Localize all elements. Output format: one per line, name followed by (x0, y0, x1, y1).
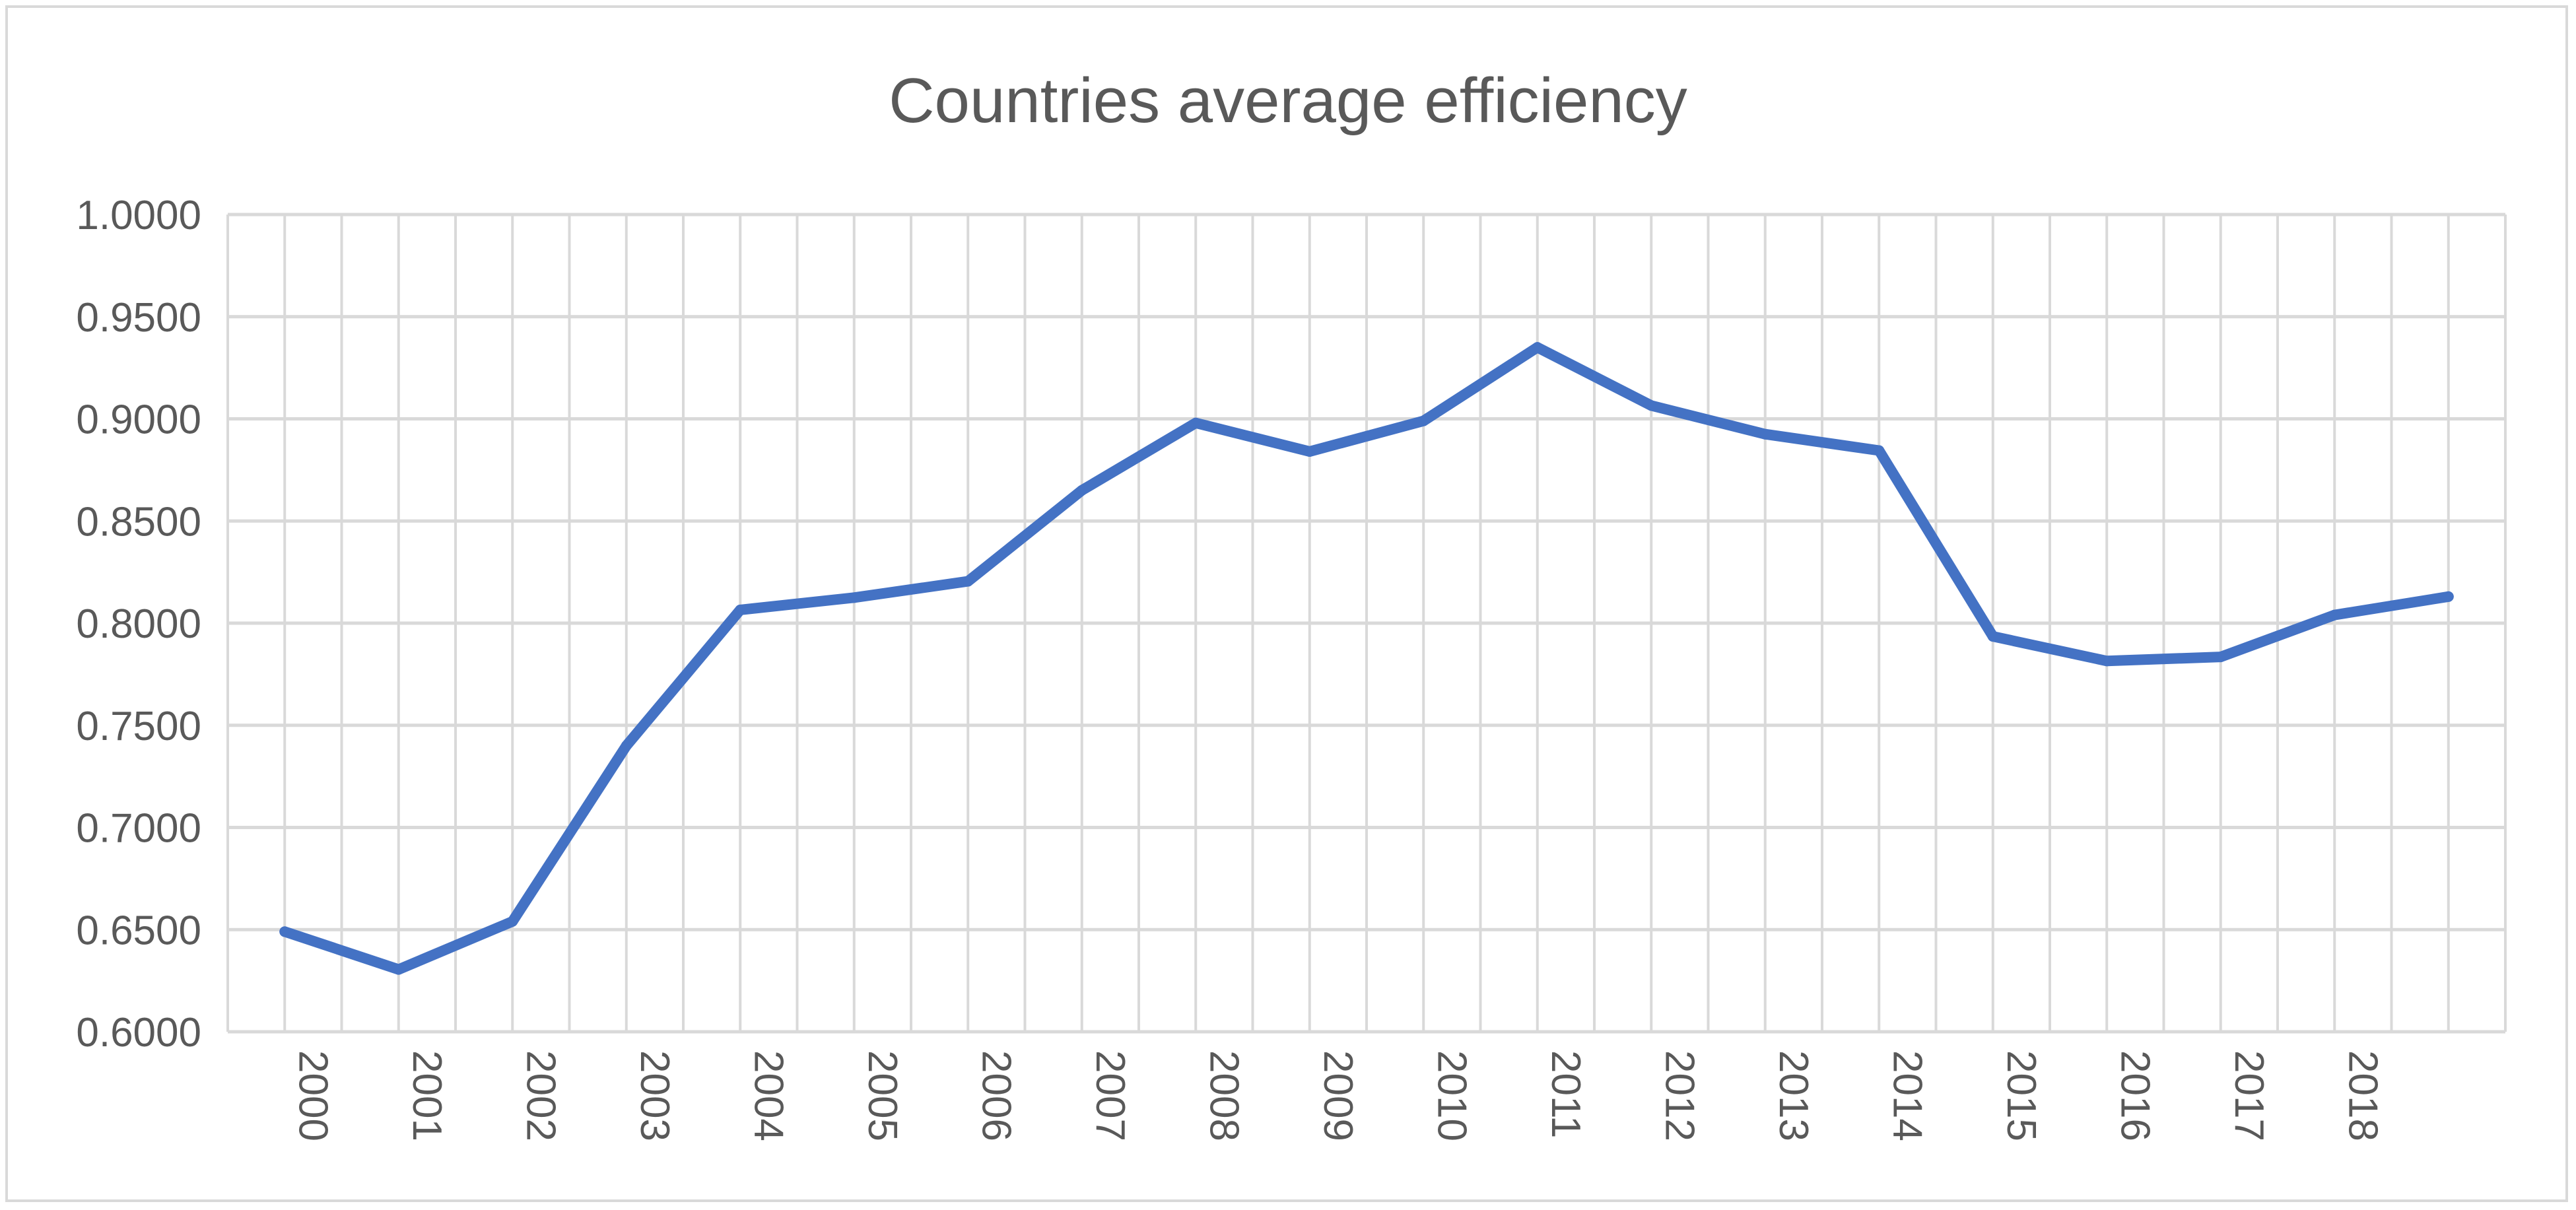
x-tick-label: 2014 (1884, 1050, 1930, 1141)
data-point (848, 592, 860, 603)
data-point (393, 964, 404, 975)
x-tick-label: 2015 (1998, 1050, 2044, 1141)
data-point (1759, 428, 1771, 440)
x-tick-label: 2007 (1087, 1050, 1133, 1141)
chart-title: Countries average efficiency (889, 65, 1687, 136)
data-point (2443, 591, 2454, 602)
x-tick-label: 2016 (2112, 1050, 2157, 1141)
data-point (1987, 631, 1998, 642)
data-point (1418, 415, 1429, 426)
x-tick-label: 2011 (1543, 1050, 1588, 1138)
data-point (2215, 652, 2226, 663)
series-layer (279, 342, 2454, 975)
x-tick-label: 2010 (1429, 1050, 1474, 1141)
y-tick-label: 0.8000 (76, 601, 201, 647)
x-tick-label: 2001 (404, 1050, 450, 1141)
data-point (2329, 609, 2340, 621)
data-point (735, 604, 746, 615)
y-tick-label: 0.8500 (76, 499, 201, 545)
data-point (1304, 446, 1315, 457)
data-point (1190, 417, 1202, 428)
data-point (279, 926, 290, 937)
data-point (2101, 655, 2113, 667)
x-tick-label: 2004 (745, 1050, 791, 1141)
chart-frame (5, 5, 2568, 1202)
x-tick-label: 2012 (1656, 1050, 1702, 1141)
y-tick-label: 0.7000 (76, 806, 201, 852)
series-line (279, 342, 2454, 975)
data-point (621, 740, 632, 751)
gridlines (226, 213, 2507, 1034)
y-tick-label: 0.9000 (76, 397, 201, 443)
x-tick-label: 2000 (290, 1050, 335, 1141)
x-tick-label: 2018 (2340, 1050, 2385, 1141)
x-tick-label: 2013 (1771, 1050, 1816, 1141)
x-tick-label: 2017 (2226, 1050, 2272, 1141)
y-tick-label: 1.0000 (76, 193, 201, 238)
y-tick-label: 0.6500 (76, 908, 201, 953)
data-point (1076, 485, 1087, 496)
data-point (963, 576, 974, 587)
data-point (1532, 342, 1543, 353)
y-tick-label: 0.7500 (76, 704, 201, 749)
x-tick-label: 2008 (1201, 1050, 1246, 1141)
x-axis-ticks: 2000 2001 2002 2003 2004 2005 2006 2007 2008 2009… (290, 1050, 2385, 1141)
data-point (1874, 445, 1885, 456)
y-tick-label: 0.6000 (76, 1010, 201, 1056)
x-tick-label: 2009 (1315, 1050, 1361, 1141)
data-point (1646, 400, 1657, 411)
x-tick-label: 2002 (518, 1050, 563, 1141)
x-tick-label: 2003 (632, 1050, 677, 1141)
y-axis-ticks: 0.6000 0.6500 0.7000 0.7500 0.8000 0.8500 0.90… (76, 193, 201, 1056)
x-tick-label: 2006 (973, 1050, 1019, 1141)
y-tick-label: 0.9500 (76, 295, 201, 341)
data-point (507, 916, 518, 927)
x-tick-label: 2005 (860, 1050, 905, 1141)
